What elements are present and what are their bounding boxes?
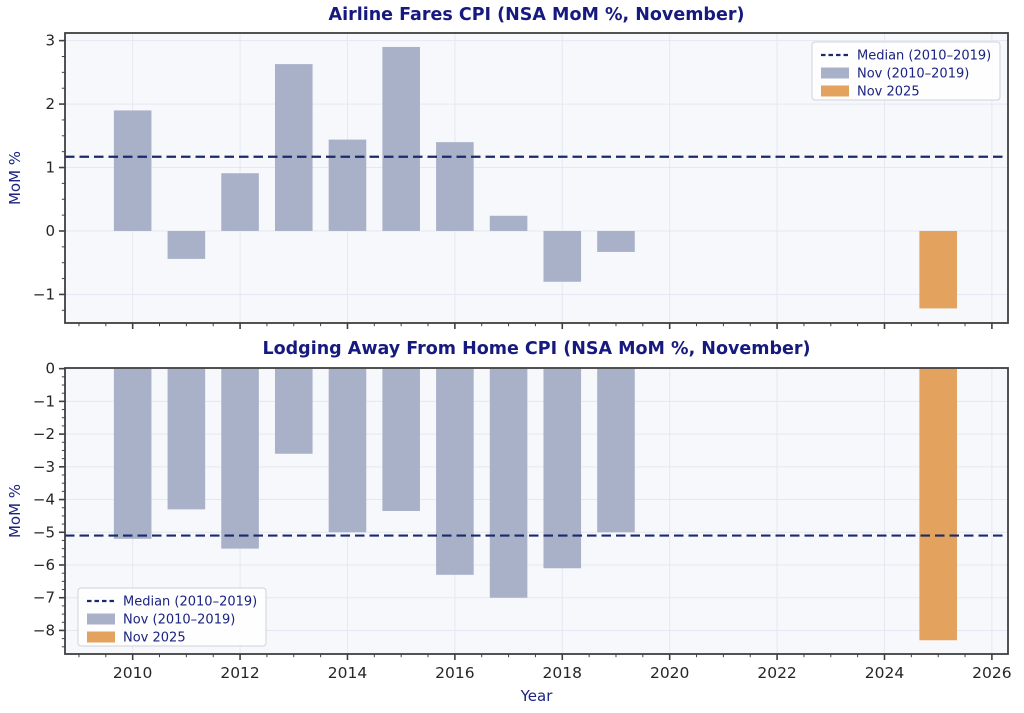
y-tick-label: −3 (33, 458, 55, 476)
airline-y-axis-label: MoM % (6, 150, 24, 206)
bar-2012 (221, 173, 259, 231)
x-tick-label: 2014 (328, 664, 367, 682)
x-tick-label: 2018 (543, 664, 582, 682)
x-tick-label: 2026 (972, 664, 1011, 682)
bar-2025 (919, 368, 957, 641)
y-tick-label: 2 (45, 95, 55, 113)
bar-2025 (919, 230, 957, 309)
y-tick-label: −5 (33, 523, 55, 541)
lodging-y-axis-label: MoM % (6, 483, 24, 539)
bar-2015 (382, 46, 420, 231)
y-tick-label: 1 (45, 159, 55, 177)
chart-1: 2010 2012 2014 2016 2018 2020 2022 2024 2026 0 −1 −… (33, 360, 1012, 682)
y-tick-label: 0 (45, 360, 55, 378)
legend-label: Median (2010–2019) (857, 49, 991, 64)
bar-2017 (489, 368, 528, 598)
legend-color-patch (87, 631, 115, 643)
bar-2018 (543, 230, 582, 282)
y-tick-label: 3 (45, 32, 55, 50)
x-tick-label: 2012 (220, 664, 259, 682)
bar-2018 (543, 368, 582, 569)
bar-2019 (597, 230, 635, 252)
y-tick-label: −4 (33, 491, 55, 509)
bar-2014 (328, 139, 367, 231)
y-tick-label: 0 (45, 222, 55, 240)
y-tick-label: −1 (33, 285, 55, 303)
bar-2011 (167, 368, 206, 510)
airline-fares-chart-title: Airline Fares CPI (NSA MoM %, November) (328, 5, 745, 25)
x-axis-label: Year (520, 687, 553, 705)
legend-box (77, 587, 267, 647)
legend-label: Nov (2010–2019) (857, 67, 969, 82)
legend-color-patch (821, 67, 849, 79)
lodging-chart-title: Lodging Away From Home CPI (NSA MoM %, N… (262, 339, 811, 359)
legend-box (811, 41, 1001, 101)
bar-2016 (436, 142, 474, 231)
bar-2013 (274, 368, 313, 454)
x-tick-label: 2022 (757, 664, 796, 682)
y-tick-label: −8 (33, 621, 55, 639)
x-tick-label: 2016 (435, 664, 474, 682)
bar-2017 (489, 215, 528, 231)
bar-2010 (113, 368, 152, 539)
legend-color-patch (821, 85, 849, 97)
x-tick-label: 2020 (650, 664, 689, 682)
bar-2012 (221, 368, 259, 549)
bar-2010 (113, 110, 152, 231)
y-tick-label: −2 (33, 425, 55, 443)
legend-label: Nov 2025 (123, 631, 186, 646)
x-tick-label: 2024 (865, 664, 904, 682)
bar-2016 (436, 368, 474, 575)
legend-label: Median (2010–2019) (123, 595, 257, 610)
legend-label: Nov 2025 (857, 85, 920, 100)
bar-2014 (328, 368, 367, 533)
plot-border (64, 367, 1009, 655)
bar-2015 (382, 368, 420, 511)
legend-label: Nov (2010–2019) (123, 613, 235, 628)
x-tick-label: 2010 (113, 664, 152, 682)
legend-color-patch (87, 613, 115, 625)
bar-2011 (167, 230, 206, 259)
plot-border (64, 32, 1009, 324)
bar-2019 (597, 368, 635, 533)
y-tick-label: −7 (33, 589, 55, 607)
bar-2013 (274, 64, 313, 231)
chart-0: 3 2 1 0 −1 Median (2010–2019) Nov (2010–2019) N… (33, 32, 1009, 329)
y-tick-label: −6 (33, 556, 55, 574)
y-tick-label: −1 (33, 392, 55, 410)
